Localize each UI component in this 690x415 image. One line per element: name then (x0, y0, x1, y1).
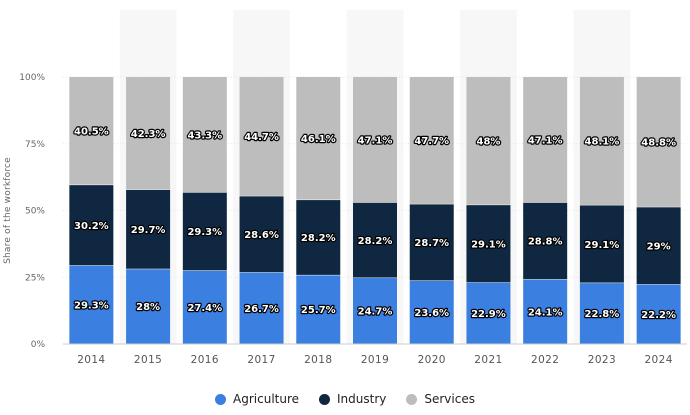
bars (69, 77, 681, 344)
bar-services (523, 77, 568, 203)
data-label: 25.7% (301, 305, 336, 316)
legend-label: Agriculture (233, 392, 300, 406)
bar-services (636, 77, 681, 207)
x-tick-label: 2017 (247, 354, 275, 366)
data-label: 24.7% (358, 307, 393, 318)
legend-marker-agriculture (215, 393, 227, 405)
data-label: 26.7% (244, 304, 279, 315)
data-label: 48% (476, 137, 500, 148)
data-label: 22.8% (585, 309, 620, 320)
y-tick-label: 0% (31, 340, 46, 350)
bar-services (239, 77, 284, 196)
legend-label: Services (424, 392, 475, 406)
bar-industry (182, 192, 227, 271)
y-tick-label: 75% (25, 140, 45, 150)
bar-agriculture (69, 265, 114, 344)
bar-agriculture (239, 272, 284, 344)
data-label: 27.4% (187, 303, 222, 314)
data-label: 24.1% (528, 307, 563, 318)
data-label: 44.7% (244, 132, 279, 143)
legend-item-services[interactable]: Services (406, 392, 475, 406)
y-tick-label: 50% (25, 207, 45, 217)
data-label: 28.7% (414, 238, 449, 249)
data-label: 48.8% (641, 138, 676, 149)
data-label: 29.3% (74, 300, 109, 311)
bar-agriculture (182, 270, 227, 344)
data-label: 29.1% (471, 240, 506, 251)
bar-industry (636, 207, 681, 285)
bar-industry (296, 200, 341, 275)
x-tick-label: 2021 (474, 354, 502, 366)
x-tick-label: 2022 (531, 354, 559, 366)
bar-industry (239, 196, 284, 273)
legend-item-agriculture[interactable]: Agriculture (215, 392, 299, 406)
bar-industry (69, 185, 114, 266)
x-tick-label: 2023 (588, 354, 616, 366)
bar-services (182, 77, 227, 193)
bar-industry (466, 205, 511, 283)
data-label: 29.7% (131, 225, 166, 236)
bar-agriculture (636, 284, 681, 344)
bar-agriculture (523, 279, 568, 344)
bar-agriculture (296, 275, 341, 344)
bar-industry (126, 189, 171, 269)
y-axis-title: Share of the workforce (3, 157, 13, 264)
bar-agriculture (466, 282, 511, 344)
legend-marker-services (406, 393, 418, 405)
bar-services (409, 77, 454, 204)
bar-industry (579, 205, 624, 283)
x-tick-label: 2014 (77, 354, 105, 366)
stacked-bar-chart: 0% 25% 50% 75% 100% Share of the workforce 29… (3, 73, 687, 366)
bar-services (296, 77, 341, 200)
legend-item-industry[interactable]: Industry (319, 392, 386, 406)
bar-industry (353, 202, 397, 278)
data-label: 47.1% (358, 135, 393, 146)
data-label: 48.1% (585, 137, 620, 148)
bar-agriculture (353, 278, 397, 344)
x-tick-label: 2019 (361, 354, 389, 366)
data-label: 22.9% (471, 309, 506, 320)
x-tick-label: 2020 (418, 354, 446, 366)
data-label: 28.8% (528, 237, 563, 248)
y-tick-label: 100% (19, 73, 45, 83)
data-labels: 29.3% 30.2% 40.5% 28% 29.7% 42.3% 27.4% 29.3% 43… (73, 125, 677, 322)
data-label: 28.2% (358, 236, 393, 247)
bar-services (466, 77, 511, 205)
x-tick-label: 2016 (191, 354, 219, 366)
data-label: 47.7% (414, 136, 449, 147)
x-tick-label: 2015 (134, 354, 162, 366)
y-tick-label: 25% (25, 273, 45, 283)
bar-services (69, 77, 114, 185)
x-tick-label: 2018 (304, 354, 332, 366)
data-label: 42.3% (131, 129, 166, 140)
bar-agriculture (409, 280, 454, 344)
x-axis: 2014 2015 2016 2017 2018 2019 2020 2021 2022 2023… (77, 354, 672, 366)
data-label: 28.6% (244, 230, 279, 241)
data-label: 22.2% (641, 310, 676, 321)
y-axis: 0% 25% 50% 75% 100% Share of the workforce (3, 73, 45, 350)
bar-industry (409, 204, 454, 281)
data-label: 28% (136, 302, 160, 313)
data-label: 29.3% (187, 227, 222, 238)
data-label: 28.2% (301, 233, 336, 244)
bar-industry (523, 202, 568, 280)
bar-services (126, 77, 171, 190)
data-label: 30.2% (74, 221, 109, 232)
data-label: 43.3% (187, 130, 222, 141)
data-label: 29.1% (585, 240, 620, 251)
data-label: 40.5% (74, 127, 109, 138)
bar-agriculture (579, 283, 624, 344)
data-label: 47.1% (528, 135, 563, 146)
data-label: 29% (647, 242, 671, 253)
legend-label: Industry (337, 392, 387, 406)
legend-marker-industry (319, 393, 331, 405)
bar-services (353, 77, 397, 203)
bar-agriculture (126, 269, 171, 344)
data-label: 46.1% (301, 134, 336, 145)
legend: Agriculture Industry Services (0, 392, 690, 406)
bar-services (579, 77, 624, 205)
x-tick-label: 2024 (644, 354, 672, 366)
data-label: 23.6% (414, 308, 449, 319)
